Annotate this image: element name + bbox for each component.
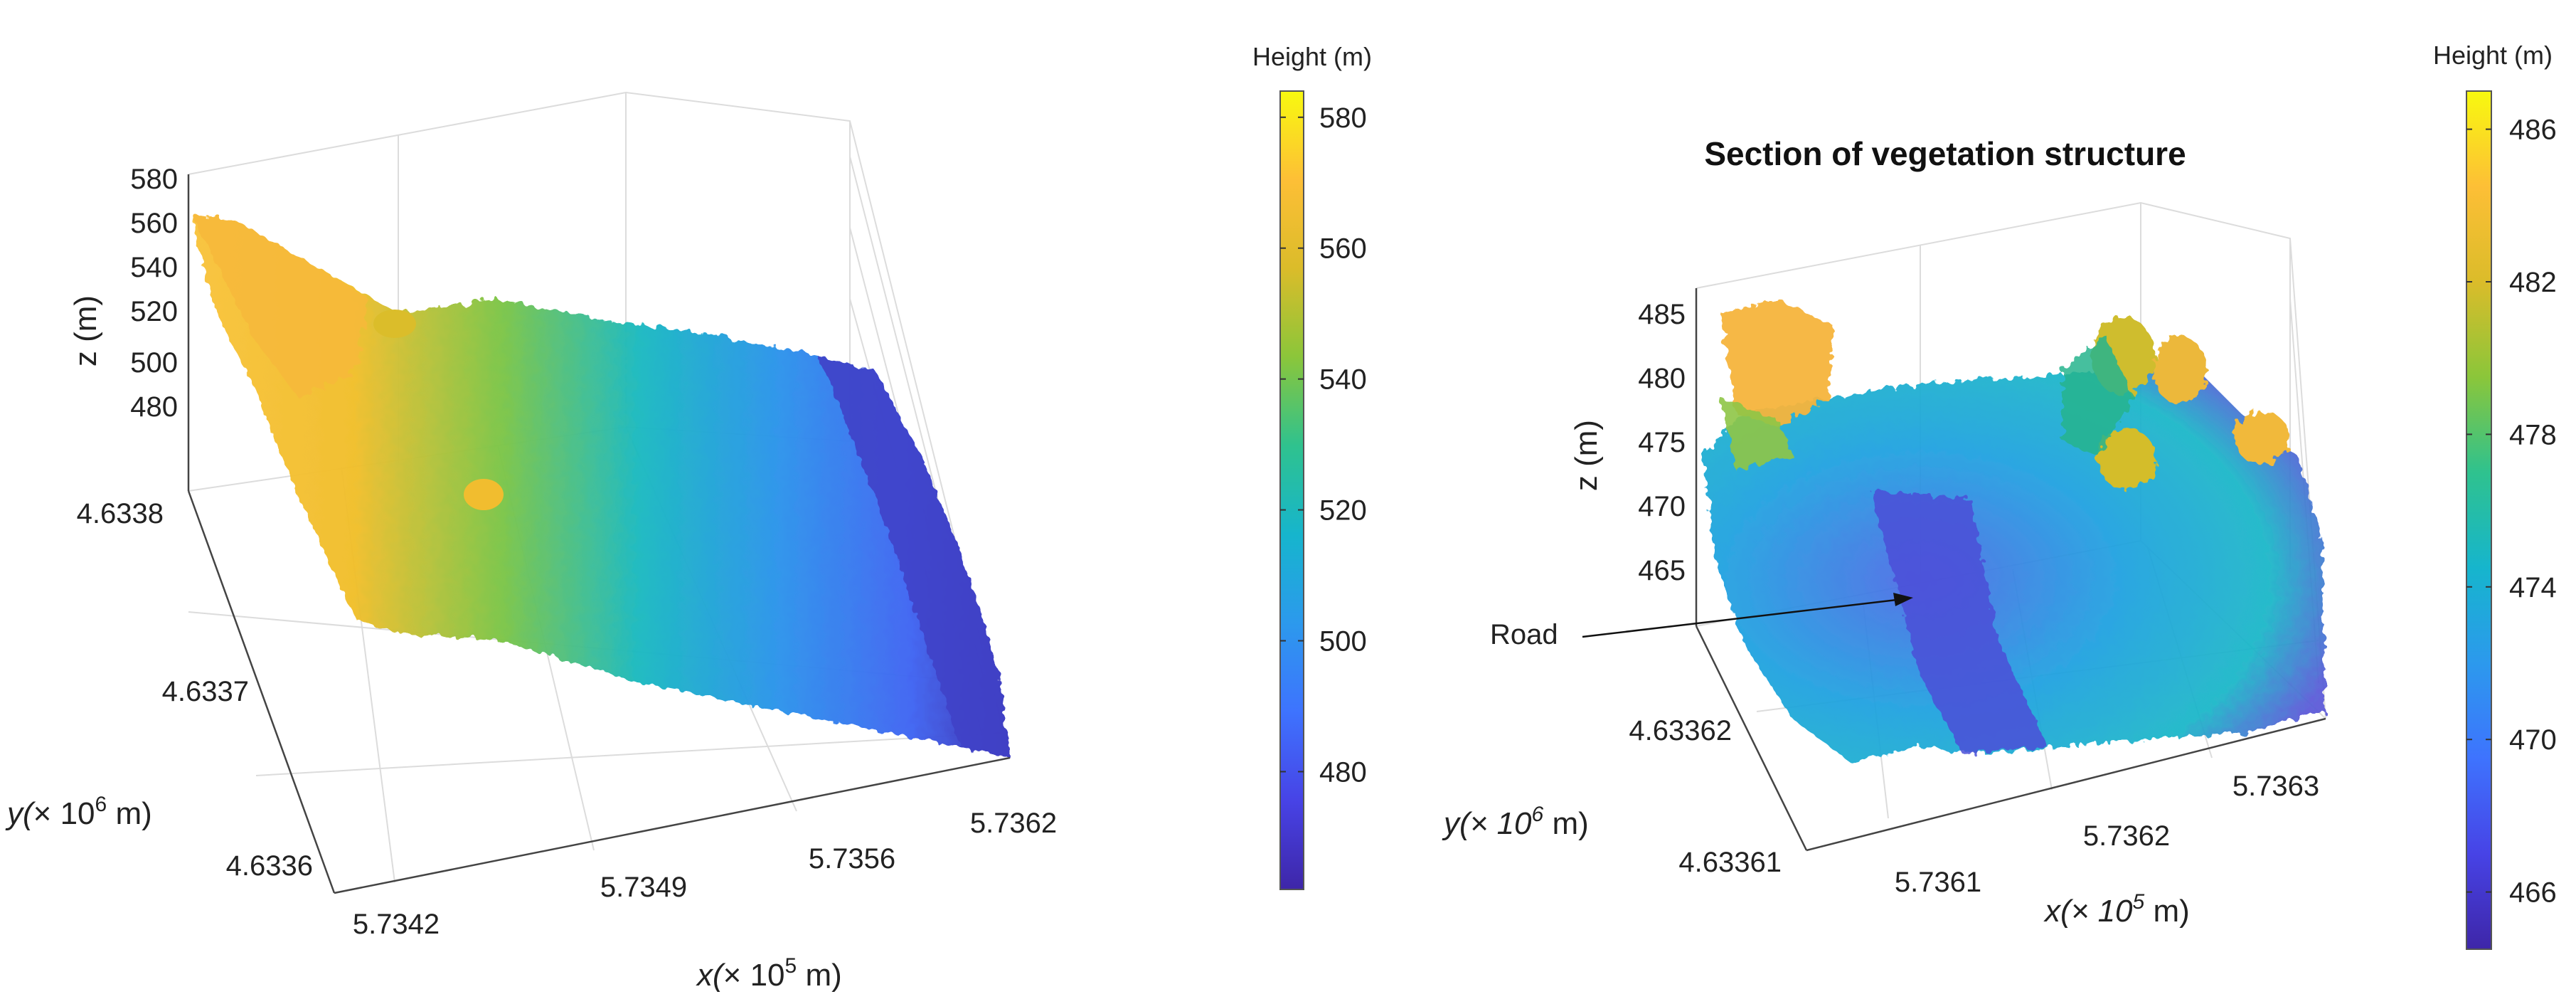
right-y-label: y(× 106 m): [1442, 803, 1589, 841]
right-y-tick: 4.63361: [1678, 847, 1782, 878]
left-x-tick: 5.7342: [353, 909, 440, 940]
left-y-label-exp: 6: [95, 793, 107, 816]
left-plot: 580 560 540 520 500 480 4.6338 4.6337 4.…: [5, 91, 1057, 993]
left-z-tick: 560: [130, 208, 178, 239]
left-z-label: z (m): [68, 295, 103, 366]
right-back-frame: [1696, 201, 2326, 719]
left-x-tick: 5.7349: [600, 872, 687, 903]
right-y-label-exp: 6: [1532, 803, 1544, 826]
colorbar-tick-label: 480: [1319, 756, 1367, 788]
left-z-tick: 480: [130, 391, 178, 423]
left-x-label-exp: 5: [785, 954, 797, 978]
right-z-label: z (m): [1569, 420, 1604, 491]
right-y-label-prefix: y(: [1442, 806, 1473, 841]
left-tree-crown-1: [464, 479, 504, 510]
left-terrain-surface: [191, 213, 1010, 758]
left-low-valley: [818, 356, 1010, 758]
left-high-ridge: [191, 213, 370, 398]
right-x-label-unit: × 10: [2071, 894, 2133, 929]
right-tree-crown-3: [2097, 429, 2156, 489]
right-z-tick: 485: [1638, 299, 1686, 330]
right-z-tick: 465: [1638, 555, 1686, 586]
left-y-tick: 4.6337: [162, 676, 249, 707]
right-y-label-suffix: m): [1543, 806, 1589, 841]
road-annotation-arrow-head: [1893, 593, 1913, 606]
right-high-canopy-1: [1721, 299, 1835, 427]
right-plot-title: Section of vegetation structure: [1704, 135, 2186, 172]
left-y-label-suffix: m): [107, 796, 152, 831]
right-x-label-suffix: m): [2144, 894, 2190, 929]
left-colorbar: Height (m) 480 500 520 540 560 580: [1252, 42, 1372, 890]
left-grid-y-2: [255, 732, 1004, 776]
right-vegetation-surface: [1703, 356, 2326, 761]
colorbar-tick-label: 520: [1319, 495, 1367, 527]
colorbar-tick-label: 478: [2509, 419, 2557, 450]
right-road-strip: [1870, 491, 2048, 754]
left-y-tick: 4.6338: [77, 498, 164, 529]
right-tree-crown-2: [2153, 336, 2207, 404]
left-x-label-prefix: x(: [696, 958, 726, 993]
right-plot: Section of vegetation structure: [1442, 135, 2326, 929]
right-colorbar-bar: [2466, 90, 2492, 950]
left-axes: [187, 174, 1011, 894]
left-z-tick: 500: [130, 347, 178, 379]
right-canopy-green: [2063, 334, 2134, 455]
right-point-cloud: [1703, 299, 2326, 761]
right-colorbar-title: Height (m): [2433, 41, 2553, 70]
right-x-tick: 5.7363: [2232, 771, 2319, 802]
colorbar-tick-label: 482: [2509, 267, 2557, 298]
right-x-axis: [1806, 717, 2326, 852]
road-annotation-label: Road: [1490, 619, 1558, 650]
colorbar-tick-label: 540: [1319, 364, 1367, 396]
left-y-label-prefix: y(: [5, 796, 36, 831]
right-y-label-unit: × 10: [1470, 806, 1532, 841]
left-x-label-unit: × 10: [723, 958, 785, 993]
left-colorbar-title: Height (m): [1252, 42, 1372, 71]
left-x-label-suffix: m): [797, 958, 842, 993]
left-colorbar-bar: [1279, 90, 1304, 890]
colorbar-tick-label: 466: [2509, 877, 2557, 909]
left-y-label: y(× 106 m): [5, 793, 152, 831]
left-y-label-unit: × 10: [33, 796, 95, 831]
right-x-tick: 5.7362: [2083, 820, 2170, 852]
right-y-tick: 4.63362: [1629, 715, 1732, 746]
left-z-tick: 540: [130, 252, 178, 283]
right-axes: [1695, 288, 2326, 852]
colorbar-tick-label: 500: [1319, 626, 1367, 657]
left-z-tick: 580: [130, 164, 178, 195]
right-canopy-mid: [1721, 398, 1792, 470]
right-x-label: x(× 105 m): [2043, 890, 2190, 929]
right-colorbar: Height (m) 466 470 474 478 482 486: [2433, 41, 2557, 950]
left-x-axis: [334, 756, 1011, 894]
right-x-label-prefix: x(: [2043, 894, 2074, 929]
right-y-axis: [1695, 625, 1808, 851]
left-tree-crown-2: [373, 310, 416, 338]
right-x-tick: 5.7361: [1895, 867, 1981, 898]
left-x-tick: 5.7362: [970, 808, 1057, 839]
colorbar-tick-label: 474: [2509, 572, 2557, 603]
right-x-label-exp: 5: [2133, 890, 2145, 914]
left-x-tick: 5.7356: [809, 843, 895, 874]
colorbar-tick-label: 486: [2509, 115, 2557, 146]
right-tree-crown-4: [2235, 411, 2289, 465]
left-x-label: x(× 105 m): [696, 954, 842, 993]
left-y-tick: 4.6336: [226, 850, 313, 882]
left-z-tick: 520: [130, 296, 178, 327]
left-y-axis: [187, 490, 336, 894]
left-point-cloud: [191, 213, 1010, 758]
colorbar-tick-label: 580: [1319, 102, 1367, 134]
right-z-tick: 470: [1638, 491, 1686, 522]
colorbar-tick-label: 560: [1319, 233, 1367, 265]
right-z-tick: 480: [1638, 363, 1686, 394]
colorbar-tick-label: 470: [2509, 724, 2557, 756]
right-z-tick: 475: [1638, 427, 1686, 458]
road-annotation-arrow-line: [1582, 598, 1903, 638]
left-back-frame: [188, 91, 1011, 759]
